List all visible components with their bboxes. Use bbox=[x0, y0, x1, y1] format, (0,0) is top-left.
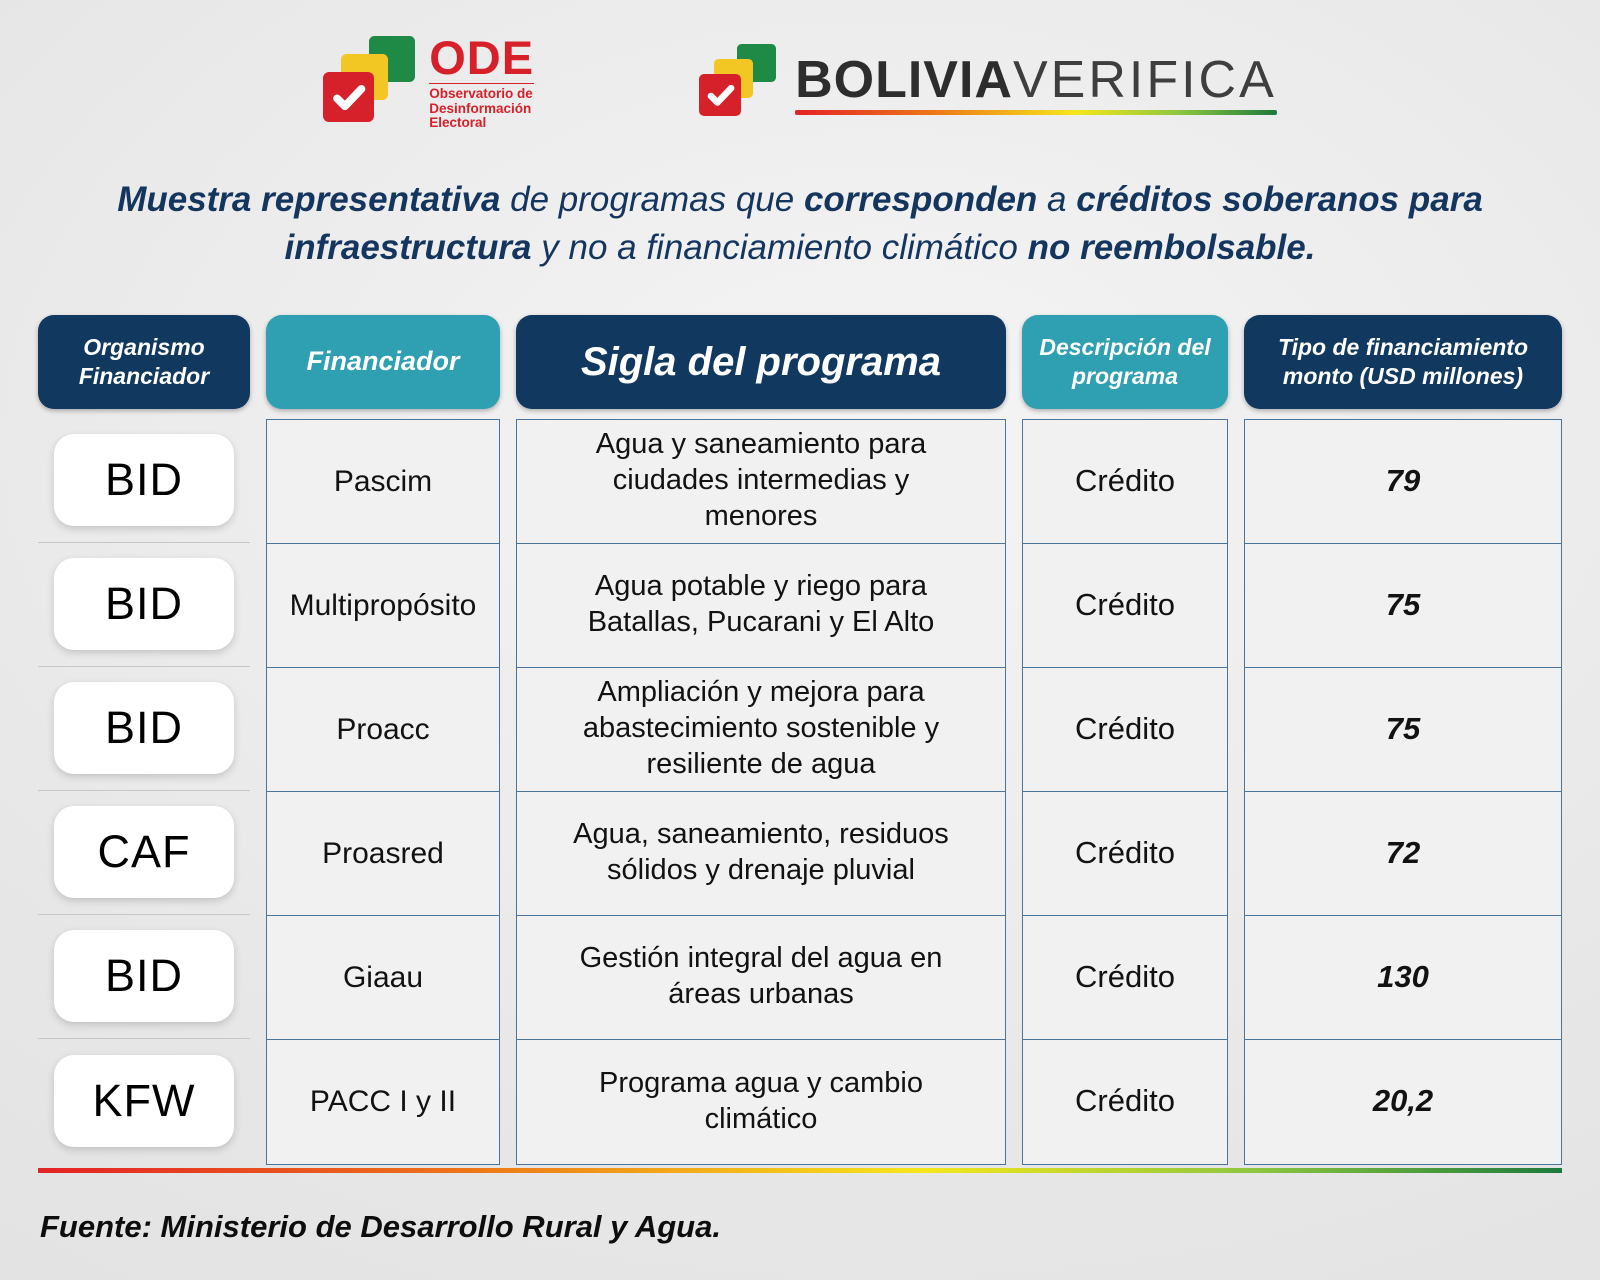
org-badge: BID bbox=[54, 930, 234, 1023]
monto-cell: 75 bbox=[1245, 668, 1561, 792]
verifica-wordmark-light: VERIFICA bbox=[1012, 50, 1277, 109]
header-sigla-del-programa: Sigla del programa bbox=[516, 314, 1006, 409]
source-note: Fuente: Ministerio de Desarrollo Rural y… bbox=[40, 1208, 721, 1244]
descripcion-cell: Crédito bbox=[1023, 544, 1227, 668]
financiador-cell: Giaau bbox=[267, 916, 499, 1040]
monto-cell: 75 bbox=[1245, 544, 1561, 668]
sigla-cell: Agua y saneamiento para ciudades interme… bbox=[517, 420, 1005, 544]
title-bold-segment: Muestra representativa bbox=[117, 180, 501, 219]
title-segment: de programas que bbox=[500, 180, 804, 219]
monto-cell: 130 bbox=[1245, 916, 1561, 1040]
org-badge: BID bbox=[54, 434, 234, 527]
org-badge: KFW bbox=[54, 1054, 234, 1147]
financiador-cell: Multipropósito bbox=[267, 544, 499, 668]
gradient-underline bbox=[795, 109, 1277, 115]
org-badge: CAF bbox=[54, 806, 234, 899]
table-row: BID bbox=[38, 667, 250, 791]
sigla-cell: Ampliación y mejora para abastecimiento … bbox=[517, 668, 1005, 792]
column-financiador: Pascim Multipropósito Proacc Proasred Gi… bbox=[266, 418, 500, 1165]
descripcion-cell: Crédito bbox=[1023, 792, 1227, 916]
bolivia-verifica-checkmark-squares-icon bbox=[699, 44, 779, 124]
bolivia-verifica-logo: BOLIVIAVERIFICA bbox=[699, 44, 1277, 124]
descripcion-cell: Crédito bbox=[1023, 668, 1227, 792]
programs-table: Organismo Financiador Financiador Sigla … bbox=[38, 314, 1562, 1165]
monto-cell: 20,2 bbox=[1372, 1083, 1434, 1119]
ode-logo-subtitle: Observatorio de Desinformación Electoral bbox=[429, 83, 535, 131]
bolivia-verifica-wordmark: BOLIVIAVERIFICA bbox=[795, 54, 1277, 115]
descripcion-cell: Crédito bbox=[1023, 916, 1227, 1040]
title-bold-segment: créditos soberanos para infraestructura bbox=[284, 180, 1483, 268]
table-row: CAF bbox=[38, 791, 250, 915]
logos-row: ODE Observatorio de Desinformación Elect… bbox=[0, 0, 1600, 140]
ode-checkmark-squares-icon bbox=[323, 36, 419, 132]
descripcion-cell: Crédito bbox=[1075, 1083, 1175, 1119]
table-row: BID bbox=[38, 543, 250, 667]
table-row: BID bbox=[38, 915, 250, 1039]
ode-subtitle-line: Desinformación bbox=[429, 100, 532, 116]
title-bold-segment: corresponden bbox=[803, 180, 1038, 219]
org-badge: BID bbox=[54, 682, 234, 775]
table-header-row: Organismo Financiador Financiador Sigla … bbox=[38, 314, 1562, 409]
sigla-cell: Agua potable y riego para Batallas, Puca… bbox=[517, 544, 1005, 668]
red-check-square-icon bbox=[323, 71, 375, 123]
monto-cell: 72 bbox=[1245, 792, 1561, 916]
table-body: BID BID BID CAF BID KFW Pascim Multiprop… bbox=[38, 418, 1562, 1165]
column-monto: 79 75 75 72 130 20,2 bbox=[1244, 418, 1562, 1165]
red-check-square-icon bbox=[699, 73, 742, 116]
ode-subtitle-line: Electoral bbox=[429, 115, 487, 131]
header-descripcion-del-programa: Descripción del programa bbox=[1022, 314, 1228, 409]
financiador-cell: Pascim bbox=[267, 420, 499, 544]
table-row: BID bbox=[38, 419, 250, 543]
descripcion-cell: Crédito bbox=[1023, 420, 1227, 544]
financiador-cell: Proacc bbox=[267, 668, 499, 792]
gradient-divider bbox=[38, 1167, 1562, 1173]
header-financiador: Financiador bbox=[266, 314, 500, 409]
financiador-cell: PACC I y II bbox=[309, 1085, 457, 1118]
bolivia-wordmark-bold: BOLIVIA bbox=[795, 50, 1013, 109]
header-organismo-financiador: Organismo Financiador bbox=[38, 314, 250, 409]
title-bold-segment: no reembolsable. bbox=[1027, 228, 1316, 268]
ode-subtitle-line: Observatorio de bbox=[429, 86, 533, 102]
ode-logo-name: ODE bbox=[429, 30, 535, 84]
ode-logo: ODE Observatorio de Desinformación Elect… bbox=[323, 30, 535, 132]
table-row: KFW bbox=[38, 1039, 250, 1163]
org-badge: BID bbox=[54, 558, 234, 651]
header-tipo-financiamiento: Tipo de financiamiento monto (USD millon… bbox=[1244, 314, 1562, 409]
page-title: Muestra representativa de programas que … bbox=[75, 176, 1525, 273]
financiador-cell: Proasred bbox=[267, 792, 499, 916]
sigla-cell: Agua, saneamiento, residuos sólidos y dr… bbox=[517, 792, 1005, 916]
column-organismo-financiador: BID BID BID CAF BID KFW bbox=[38, 419, 250, 1165]
title-segment: y no a financiamiento climático bbox=[531, 228, 1028, 268]
column-descripcion: Crédito Crédito Crédito Crédito Crédito … bbox=[1022, 418, 1228, 1165]
sigla-cell: Gestión integral del agua en áreas urban… bbox=[517, 916, 1005, 1040]
sigla-cell: Programa agua y cambio climático bbox=[599, 1066, 923, 1135]
ode-logo-text: ODE Observatorio de Desinformación Elect… bbox=[429, 30, 535, 131]
monto-cell: 79 bbox=[1245, 420, 1561, 544]
column-sigla-del-programa: Agua y saneamiento para ciudades interme… bbox=[516, 418, 1006, 1165]
title-segment: a bbox=[1037, 180, 1077, 219]
